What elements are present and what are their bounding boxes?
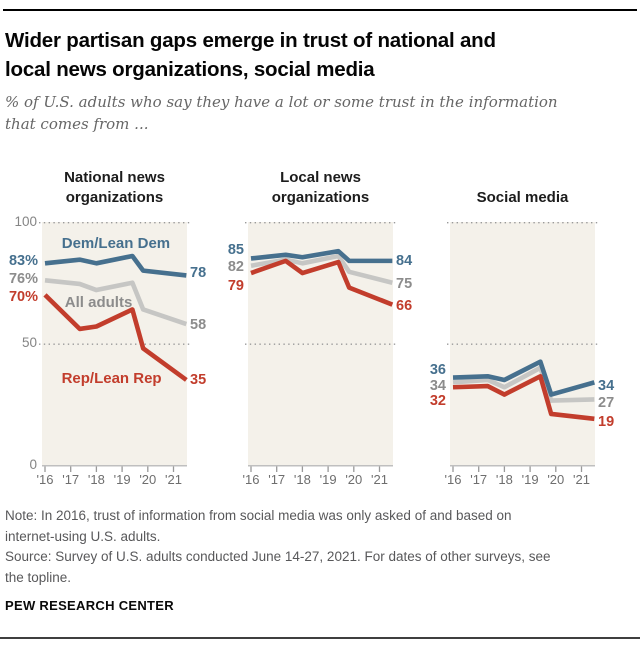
series-line-rep xyxy=(452,374,595,422)
x-tick-label: '19 xyxy=(320,472,337,487)
brand-label: PEW RESEARCH CENTER xyxy=(5,598,174,613)
footnotes: Note: In 2016, trust of information from… xyxy=(5,506,637,588)
chart-subtitle: % of U.S. adults who say they have a lot… xyxy=(5,92,637,135)
top-rule xyxy=(3,9,637,11)
value-label-left: 70% xyxy=(8,289,38,306)
plot-social-media: '16'17'18'19'20'21 36 34 32 34 27 19 xyxy=(430,221,614,490)
x-tick-label: '20 xyxy=(139,472,156,487)
x-tick-label: '21 xyxy=(165,472,182,487)
plot-local-news: '16 '17 '18 '19 '20 '21 85 82 79 84 75 66 xyxy=(228,221,412,490)
value-label-right: 58 xyxy=(190,317,207,334)
source-line-2: the topline. xyxy=(5,569,72,585)
value-label-right: 66 xyxy=(396,297,413,314)
panel-svg: '16 '17 '18 '19 '20 '21 xyxy=(243,221,396,487)
value-label-left: 82 xyxy=(227,258,244,275)
value-label-left: 76% xyxy=(8,271,38,288)
x-tick-label: '17 xyxy=(470,472,487,487)
panel-title-line: Local news xyxy=(280,169,361,186)
y-axis-label-0: 0 xyxy=(29,457,37,472)
subtitle-line-1: % of U.S. adults who say they have a lot… xyxy=(5,93,558,111)
value-label-right: 27 xyxy=(598,395,615,412)
x-tick-label: '17 xyxy=(268,472,285,487)
panel-title-national-news: National news organizations xyxy=(15,164,214,208)
note-line-1: Note: In 2016, trust of information from… xyxy=(5,508,512,523)
value-label-left: 36 xyxy=(429,362,446,379)
value-label-left: 32 xyxy=(429,392,446,409)
value-label-left: 85 xyxy=(227,241,244,258)
value-label-left: 83% xyxy=(8,252,38,269)
panel-national-news: National news organizations '16 '17 '18 '19… xyxy=(9,169,206,490)
panel-title-line: Social media xyxy=(476,189,569,206)
panel-svg: '16 '17 '18 '19 '20 '21 xyxy=(37,221,190,487)
y-axis-label-50: 50 xyxy=(21,335,37,350)
source-line-1: Source: Survey of U.S. adults conducted … xyxy=(5,549,551,564)
x-tick-label: '16 xyxy=(243,472,260,487)
bottom-rule xyxy=(0,637,640,639)
value-label-right: 35 xyxy=(190,371,207,388)
x-tick-label: '16 xyxy=(445,472,462,487)
panel-title-line: National news xyxy=(64,169,165,186)
plot-background xyxy=(450,222,595,465)
series-line-rep xyxy=(250,258,394,307)
note-line-2: internet-using U.S. adults. xyxy=(5,528,161,544)
series-label: Dem/Lean Dem xyxy=(61,234,171,252)
series-line-dem xyxy=(44,253,187,278)
series-line-rep xyxy=(43,293,188,382)
value-label-left: 34 xyxy=(429,378,446,395)
value-label-right: 19 xyxy=(598,414,615,431)
series-line-dem xyxy=(452,359,595,397)
series-label: All adults xyxy=(64,294,133,312)
value-label-left: 79 xyxy=(227,278,244,295)
panel-title-local-news: Local news organizations xyxy=(221,164,420,208)
subtitle-line-2: that comes from ... xyxy=(5,114,149,133)
panel-local-news: Local news organizations '16 '17 '18 '19 '20… xyxy=(228,169,412,490)
series-line-all xyxy=(44,278,188,327)
title-line-2: local news organizations, social media xyxy=(5,58,375,81)
x-tick-label: '18 xyxy=(88,472,105,487)
value-label-right: 84 xyxy=(396,252,413,269)
x-tick-label: '17 xyxy=(62,472,79,487)
x-tick-label: '18 xyxy=(496,472,513,487)
panel-title-line: organizations xyxy=(65,189,164,206)
panel-svg: '16 '17 '18 '19 '20 '21 xyxy=(445,221,598,487)
x-tick-label: '20 xyxy=(345,472,362,487)
panel-social-media: Social media '16'17'18'19'20'21 36 34 32 34 2… xyxy=(430,189,614,490)
x-tick-label: '21 xyxy=(573,472,590,487)
series-line-dem xyxy=(250,248,393,264)
panel-title-line: organizations xyxy=(271,189,370,206)
value-label-right: 34 xyxy=(598,378,615,395)
plot-national-news: '16 '17 '18 '19 '20 '21 83% 76% 70% 78 58 35 Dem/Lea… xyxy=(9,221,206,490)
y-axis-label-100: 100 xyxy=(14,214,37,229)
x-tick-label: '19 xyxy=(114,472,131,487)
x-tick-label: '19 xyxy=(522,472,539,487)
series-label: Rep/Lean Rep xyxy=(61,369,162,387)
title-line-1: Wider partisan gaps emerge in trust of n… xyxy=(5,29,496,52)
series-line-all xyxy=(452,365,595,403)
value-label-right: 78 xyxy=(190,265,207,282)
x-tick-label: '18 xyxy=(294,472,311,487)
x-tick-label: '20 xyxy=(547,472,564,487)
panel-title-social-media: Social media xyxy=(423,164,622,208)
value-label-right: 75 xyxy=(396,275,413,292)
x-tick-label: '16 xyxy=(37,472,54,487)
page-title: Wider partisan gaps emerge in trust of n… xyxy=(5,26,637,84)
x-tick-label: '21 xyxy=(371,472,388,487)
